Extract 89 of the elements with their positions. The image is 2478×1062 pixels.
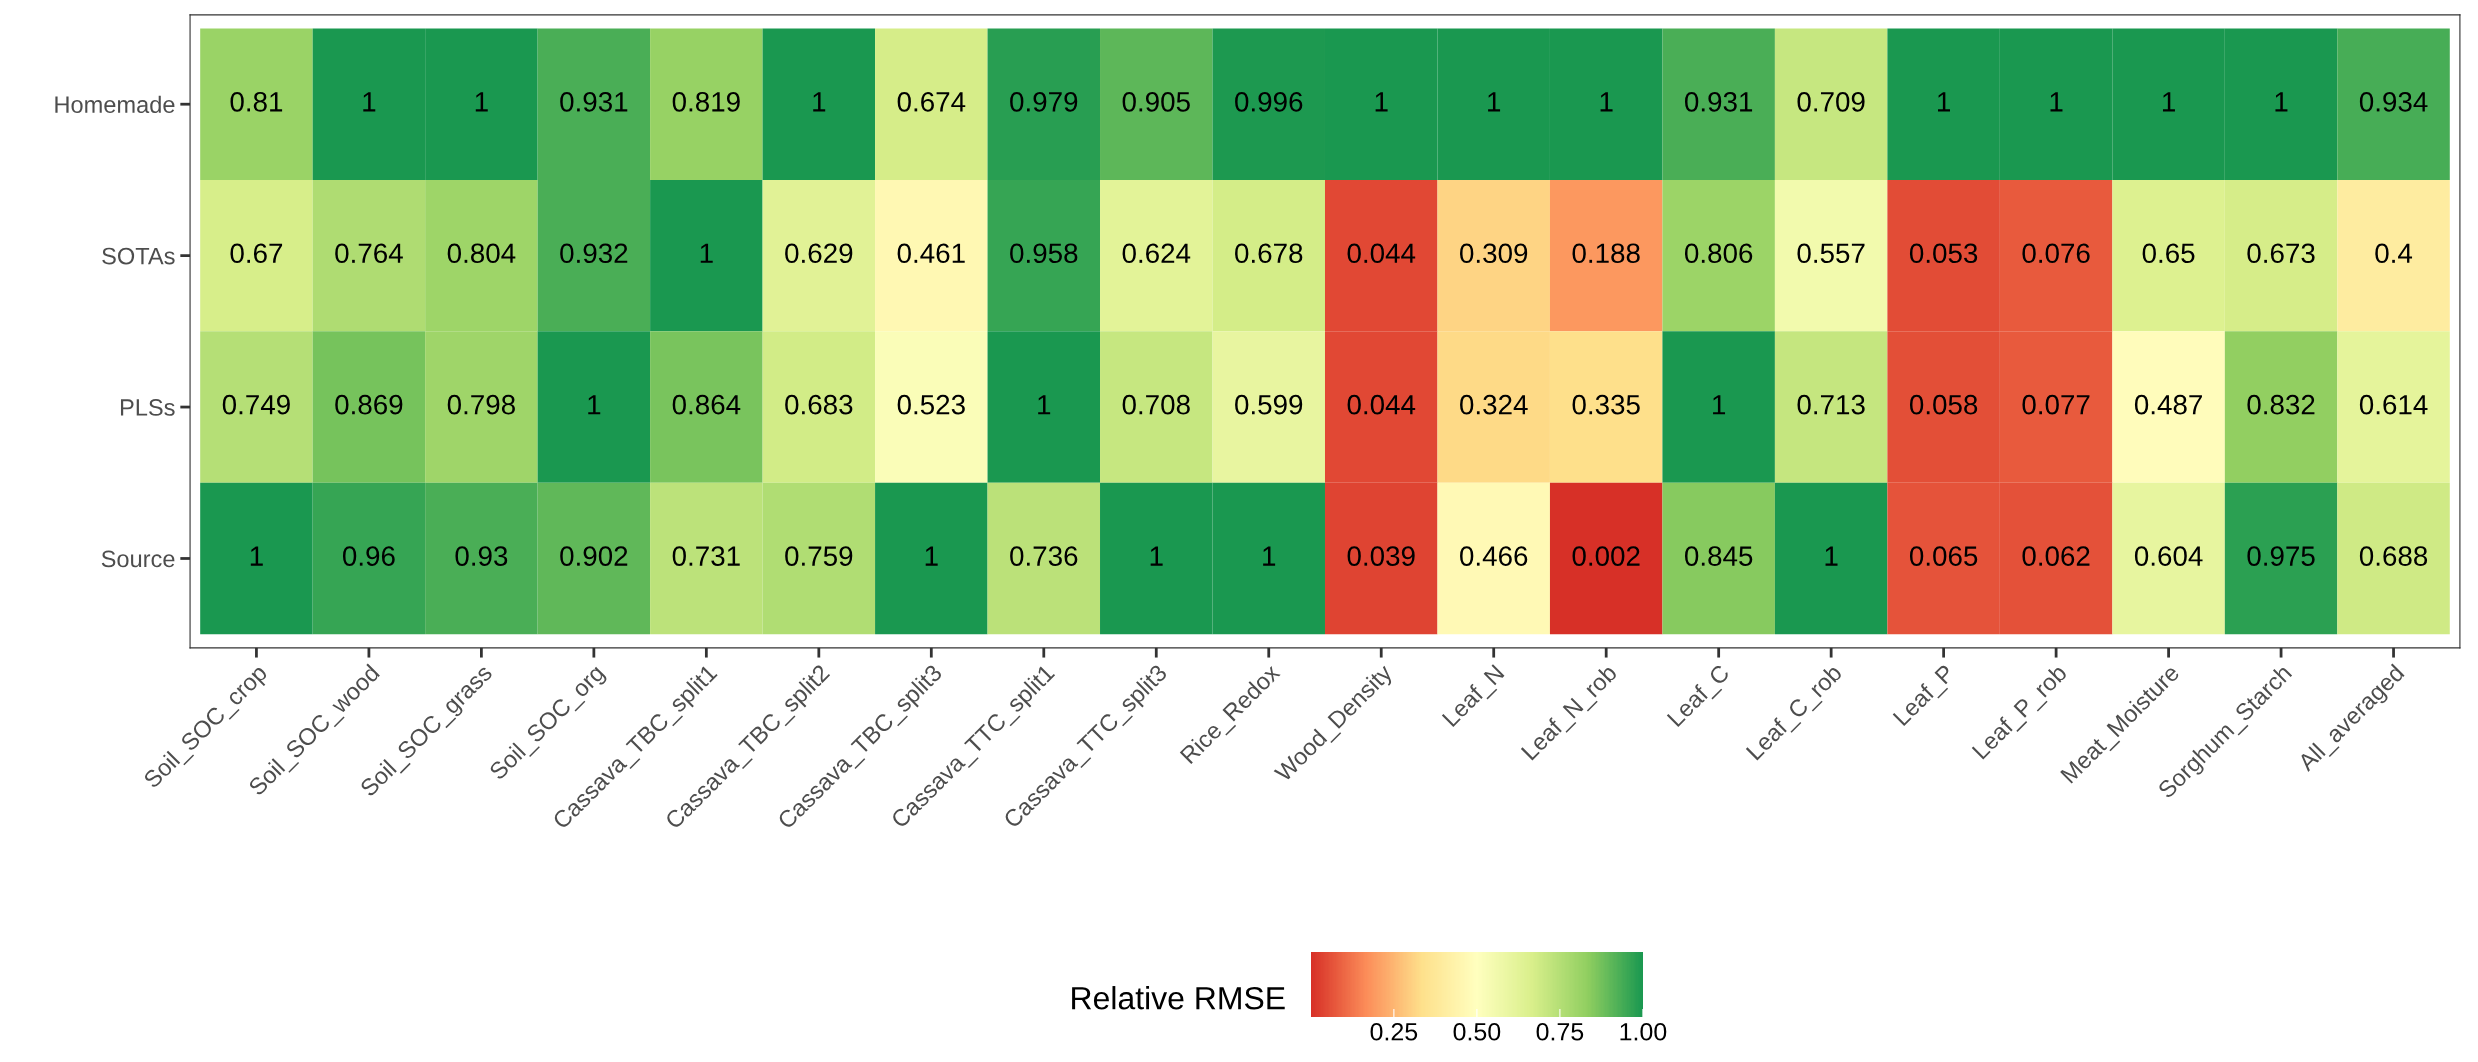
- data-label: 0.039: [1347, 546, 1415, 566]
- data-label: 1: [475, 92, 488, 112]
- data-label: 1: [2050, 92, 2063, 112]
- data-label: 0.076: [2022, 243, 2090, 264]
- data-label: 0.67: [230, 243, 283, 264]
- data-label: 1: [2275, 92, 2288, 112]
- data-label: 0.487: [2134, 394, 2202, 415]
- data-label: 0.845: [1685, 546, 1753, 566]
- data-label: 1: [1713, 395, 1726, 415]
- color-bar-label: 1.00: [1620, 1022, 1667, 1041]
- data-label: 0.832: [2247, 394, 2315, 415]
- data-label: 1: [1488, 92, 1501, 112]
- data-label: 0.053: [1909, 243, 1978, 264]
- data-label: 0.461: [897, 243, 965, 264]
- data-label: 0.764: [335, 243, 403, 264]
- data-label: 1: [1938, 92, 1950, 112]
- data-label: 0.557: [1797, 243, 1865, 264]
- data-label: 0.674: [897, 91, 966, 112]
- data-label: 0.065: [1909, 546, 1978, 566]
- data-label: 0.335: [1572, 394, 1640, 415]
- data-label: 0.905: [1122, 91, 1190, 112]
- data-label: 1: [1375, 92, 1388, 112]
- data-label: 0.798: [447, 394, 515, 415]
- data-label: 1: [1263, 546, 1276, 566]
- data-label: 0.931: [1685, 91, 1753, 112]
- y-tick-label: PLSs: [120, 399, 175, 416]
- data-label: 0.996: [1235, 91, 1303, 112]
- data-label: 0.708: [1122, 394, 1190, 415]
- data-label: 0.975: [2247, 546, 2315, 566]
- data-label: 0.864: [672, 394, 741, 415]
- data-label: 0.599: [1235, 394, 1303, 415]
- data-label: 0.731: [672, 546, 740, 566]
- data-label: 1: [813, 92, 826, 112]
- data-label: 0.4: [2375, 243, 2413, 264]
- color-bar-label: 0.50: [1453, 1022, 1501, 1041]
- y-tick-label: Homemade: [55, 95, 175, 113]
- data-label: 1: [1600, 92, 1613, 112]
- data-label: 0.077: [2022, 394, 2090, 415]
- color-bar-title: Relative RMSE: [1072, 986, 1285, 1010]
- data-label: 0.869: [335, 394, 403, 415]
- data-label: 0.819: [672, 91, 740, 112]
- data-label: 0.188: [1572, 243, 1640, 264]
- data-label: 0.934: [2359, 91, 2428, 112]
- data-label: 0.678: [1235, 243, 1303, 264]
- data-label: 0.629: [785, 243, 853, 264]
- data-label: 1: [1150, 546, 1163, 566]
- data-label: 0.736: [1010, 546, 1078, 566]
- data-label: 1: [925, 546, 938, 566]
- data-label: 0.683: [785, 394, 853, 415]
- data-label: 0.96: [342, 546, 395, 566]
- y-tick-label: Source: [101, 550, 175, 568]
- data-label: 0.062: [2022, 546, 2090, 566]
- data-label: 0.044: [1347, 394, 1416, 415]
- data-label: 0.749: [222, 394, 290, 415]
- data-label: 0.958: [1010, 243, 1078, 264]
- data-label: 0.759: [785, 546, 853, 566]
- data-label: 0.523: [897, 394, 965, 415]
- data-label: 1: [1038, 395, 1051, 415]
- data-label: 0.058: [1909, 394, 1978, 415]
- data-label: 0.044: [1347, 243, 1416, 264]
- data-label: 0.979: [1010, 91, 1078, 112]
- data-label: 0.804: [447, 243, 516, 264]
- data-label: 0.324: [1460, 394, 1528, 415]
- data-label: 0.624: [1122, 243, 1191, 264]
- data-label: 0.309: [1460, 243, 1528, 264]
- data-label: 1: [588, 395, 601, 415]
- data-label: 0.931: [560, 91, 628, 112]
- y-tick-label: SOTAs: [102, 247, 175, 265]
- data-label: 1: [2162, 92, 2175, 112]
- data-label: 0.65: [2142, 243, 2195, 264]
- data-label: 0.002: [1572, 546, 1640, 566]
- data-label: 0.673: [2247, 243, 2315, 264]
- data-label: 0.688: [2359, 546, 2428, 566]
- data-label: 0.93: [455, 546, 508, 566]
- data-label: 0.81: [230, 91, 283, 112]
- data-label: 1: [250, 546, 263, 566]
- color-bar-label: 0.75: [1536, 1022, 1584, 1041]
- color-bar-label: 0.25: [1370, 1022, 1418, 1041]
- data-label: 0.806: [1685, 243, 1753, 264]
- data-label: 1: [700, 243, 713, 263]
- data-label: 0.604: [2134, 546, 2203, 566]
- data-label: 0.709: [1797, 91, 1865, 112]
- data-label: 0.713: [1797, 394, 1865, 415]
- data-label: 0.902: [560, 546, 628, 566]
- data-label: 0.466: [1460, 546, 1528, 566]
- data-label: 1: [363, 92, 376, 112]
- data-label: 0.614: [2359, 394, 2428, 415]
- data-label: 0.932: [560, 243, 628, 264]
- data-label: 1: [1825, 546, 1838, 566]
